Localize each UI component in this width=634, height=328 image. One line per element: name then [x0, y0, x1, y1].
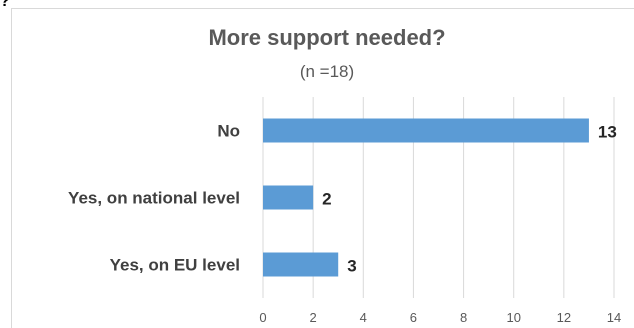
data-label: 13	[598, 123, 617, 142]
bar	[263, 118, 589, 143]
labels: 0 2 4 6 8 10 12 14 No 13 Yes, on national level 2 Ye…	[68, 122, 621, 326]
chart-subtitle: (n =18)	[300, 62, 354, 81]
category-label: No	[217, 122, 240, 141]
bars	[263, 118, 589, 277]
x-tick-label: 12	[557, 310, 571, 325]
chart-border-top	[11, 8, 634, 9]
x-tick-label: 14	[607, 310, 621, 325]
category-label: Yes, on national level	[68, 189, 240, 208]
x-tick-label: 10	[506, 310, 520, 325]
bar	[263, 252, 339, 277]
corner-question-mark: ?	[0, 0, 10, 10]
data-label: 3	[347, 257, 356, 276]
chart-title: More support needed?	[208, 25, 445, 50]
x-tick-label: 2	[310, 310, 317, 325]
category-label: Yes, on EU level	[110, 256, 240, 275]
data-label: 2	[322, 190, 331, 209]
x-tick-label: 6	[410, 310, 417, 325]
chart-border-left	[11, 8, 12, 328]
x-tick-label: 0	[259, 310, 266, 325]
x-tick-label: 4	[360, 310, 367, 325]
bar	[263, 185, 314, 210]
x-tick-label: 8	[460, 310, 467, 325]
